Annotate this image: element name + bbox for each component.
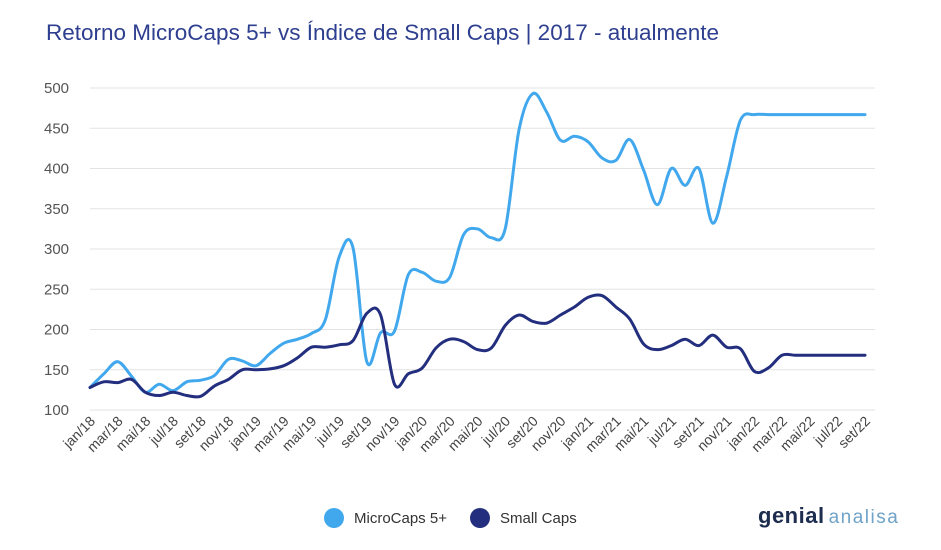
y-tick-label: 500 bbox=[44, 80, 69, 97]
legend-marker bbox=[470, 508, 490, 528]
y-axis-ticks: 100 150 200 250 300 350 400 450 500 bbox=[44, 80, 69, 419]
y-tick-label: 350 bbox=[44, 201, 69, 218]
x-tick-label: set/22 bbox=[835, 413, 873, 451]
y-tick-label: 250 bbox=[44, 281, 69, 298]
gridlines bbox=[90, 87, 875, 411]
y-tick-label: 300 bbox=[44, 241, 69, 258]
y-tick-label: 400 bbox=[44, 161, 69, 178]
y-tick-label: 200 bbox=[44, 322, 69, 339]
legend-label: Small Caps bbox=[500, 510, 577, 527]
series-lines bbox=[88, 91, 867, 399]
brand-subtitle: analisa bbox=[828, 507, 900, 528]
y-tick-label: 150 bbox=[44, 362, 69, 379]
brand-name: genial bbox=[758, 503, 825, 528]
series-line-microcaps bbox=[88, 91, 867, 394]
chart-title: Retorno MicroCaps 5+ vs Índice de Small … bbox=[46, 20, 720, 45]
x-axis-ticks: jan/18mar/18mai/18jul/18set/18nov/18jan/… bbox=[59, 413, 873, 455]
series-line-small-caps bbox=[88, 293, 867, 399]
legend-label: MicroCaps 5+ bbox=[354, 510, 447, 527]
legend: MicroCaps 5+ Small Caps bbox=[324, 508, 577, 528]
y-tick-label: 100 bbox=[44, 402, 69, 419]
y-tick-label: 450 bbox=[44, 120, 69, 137]
brand-logo: genial analisa bbox=[758, 502, 899, 532]
legend-marker bbox=[324, 508, 344, 528]
